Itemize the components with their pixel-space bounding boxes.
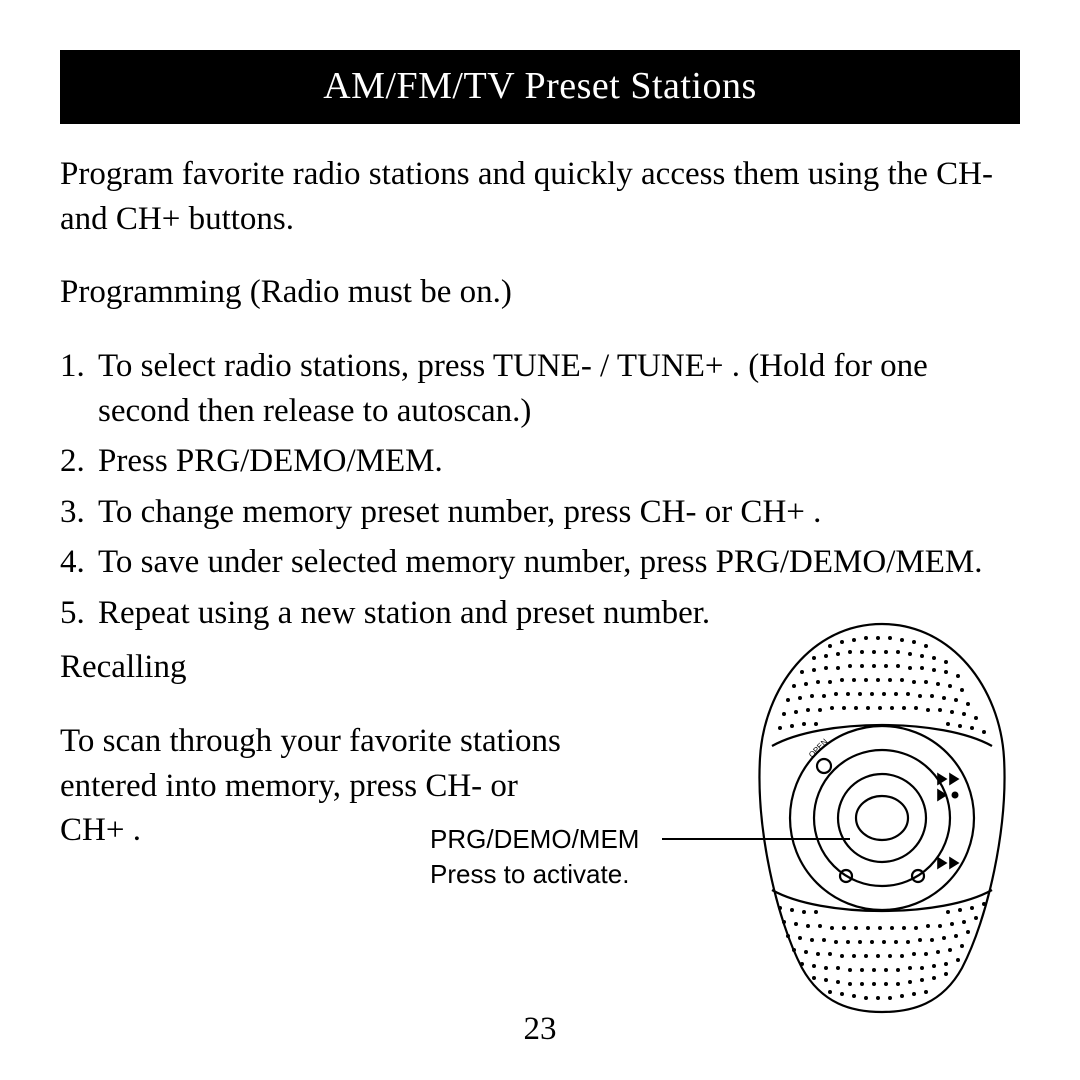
step-number: 2. [60, 439, 98, 484]
step-1: 1.To select radio stations, press TUNE- … [60, 344, 1020, 433]
step-2: 2.Press PRG/DEMO/MEM. [60, 439, 1020, 484]
page-number: 23 [0, 1011, 1080, 1048]
callout-label-block: PRG/DEMO/MEM Press to activate. [430, 822, 639, 892]
intro-paragraph: Program favorite radio stations and quic… [60, 152, 1020, 241]
step-number: 3. [60, 490, 98, 535]
device-illustration: OPEN [742, 618, 1022, 1018]
speaker-grille-bottom [778, 902, 986, 1000]
callout-label: PRG/DEMO/MEM [430, 822, 639, 857]
open-label: OPEN [807, 737, 830, 760]
programming-heading: Programming (Radio must be on.) [60, 274, 1020, 311]
step-3: 3.To change memory preset number, press … [60, 490, 1020, 535]
step-text: To save under selected memory number, pr… [98, 540, 1020, 585]
section-title-bar: AM/FM/TV Preset Stations [60, 50, 1020, 124]
step-number: 4. [60, 540, 98, 585]
section-title: AM/FM/TV Preset Stations [323, 65, 757, 107]
step-text: To change memory preset number, press CH… [98, 490, 1020, 535]
step-4: 4.To save under selected memory number, … [60, 540, 1020, 585]
step-text: To select radio stations, press TUNE- / … [98, 344, 1020, 433]
step-number: 1. [60, 344, 98, 433]
step-number: 5. [60, 591, 98, 636]
programming-steps: 1.To select radio stations, press TUNE- … [60, 344, 1020, 635]
radio-device-icon: OPEN [742, 618, 1022, 1018]
step-text: Press PRG/DEMO/MEM. [98, 439, 1020, 484]
callout-subtext: Press to activate. [430, 857, 639, 892]
manual-page: AM/FM/TV Preset Stations Program favorit… [0, 0, 1080, 1080]
